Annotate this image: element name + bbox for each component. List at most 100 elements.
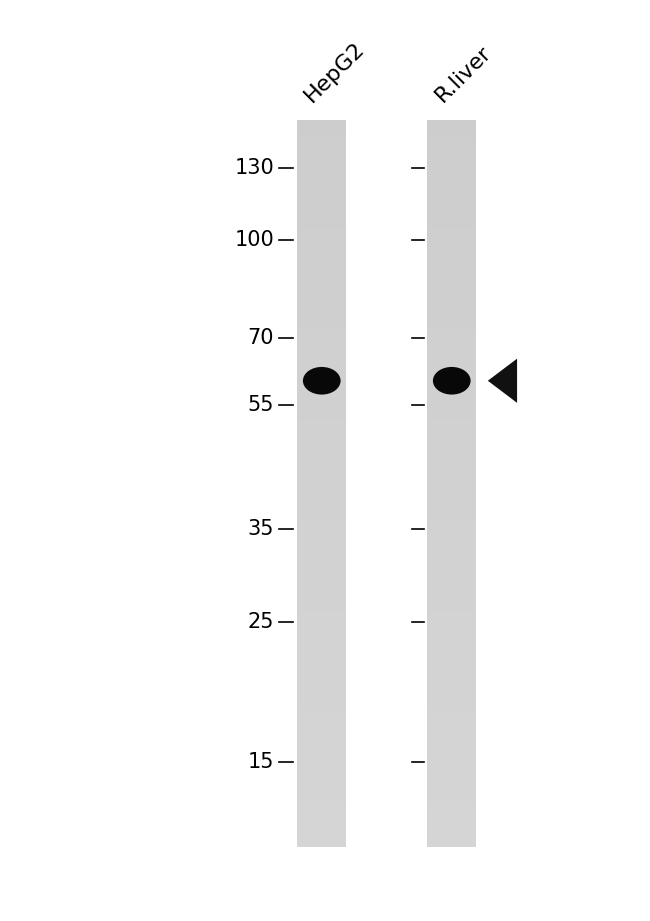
Text: 55: 55 xyxy=(248,395,274,414)
Bar xyxy=(298,183,346,192)
Bar xyxy=(298,474,346,484)
Bar xyxy=(428,765,476,775)
Bar xyxy=(428,565,476,575)
Bar xyxy=(428,120,476,129)
Bar xyxy=(428,829,476,838)
Ellipse shape xyxy=(433,367,471,394)
Bar xyxy=(428,638,476,647)
Bar xyxy=(298,265,346,274)
Bar xyxy=(428,293,476,302)
Bar xyxy=(298,465,346,474)
Bar xyxy=(428,338,476,347)
Bar xyxy=(428,502,476,511)
Bar xyxy=(428,820,476,829)
Bar xyxy=(298,502,346,511)
Text: HepG2: HepG2 xyxy=(301,38,369,106)
Text: 25: 25 xyxy=(248,612,274,632)
Bar xyxy=(298,192,346,202)
Bar xyxy=(298,356,346,366)
Bar xyxy=(428,147,476,156)
Bar xyxy=(428,511,476,519)
Bar xyxy=(428,274,476,284)
Bar xyxy=(298,493,346,502)
Bar xyxy=(428,284,476,293)
Bar xyxy=(298,156,346,165)
Bar xyxy=(428,402,476,411)
Bar xyxy=(428,647,476,657)
Bar xyxy=(428,229,476,238)
Bar xyxy=(298,293,346,302)
Bar xyxy=(298,247,346,256)
Bar xyxy=(428,265,476,274)
Bar xyxy=(298,575,346,584)
Bar xyxy=(428,211,476,220)
Bar xyxy=(428,693,476,702)
Bar xyxy=(298,366,346,375)
Bar xyxy=(428,302,476,310)
Bar xyxy=(298,556,346,565)
Bar xyxy=(428,420,476,429)
Bar xyxy=(428,484,476,493)
Text: 130: 130 xyxy=(234,158,274,178)
Bar xyxy=(298,229,346,238)
Bar xyxy=(428,519,476,529)
Bar xyxy=(298,411,346,420)
Bar xyxy=(428,620,476,629)
Bar xyxy=(298,138,346,147)
Bar xyxy=(298,310,346,320)
Bar xyxy=(298,611,346,620)
Bar xyxy=(428,220,476,229)
Bar xyxy=(428,811,476,820)
Bar xyxy=(298,802,346,811)
Bar xyxy=(298,657,346,665)
Bar xyxy=(298,302,346,310)
Text: R.liver: R.liver xyxy=(431,42,495,106)
Bar xyxy=(428,174,476,183)
Bar xyxy=(428,366,476,375)
Bar xyxy=(428,192,476,202)
Bar xyxy=(428,665,476,674)
Bar xyxy=(298,538,346,547)
Bar xyxy=(298,375,346,383)
Bar xyxy=(298,320,346,329)
Text: 35: 35 xyxy=(248,519,274,539)
Bar xyxy=(298,211,346,220)
Bar xyxy=(428,411,476,420)
Bar xyxy=(428,683,476,693)
Bar xyxy=(298,284,346,293)
Bar xyxy=(298,756,346,765)
Bar xyxy=(298,693,346,702)
Bar xyxy=(298,647,346,657)
Bar xyxy=(428,747,476,756)
Bar xyxy=(428,238,476,247)
Bar xyxy=(298,120,346,129)
Bar xyxy=(298,711,346,720)
Bar xyxy=(428,784,476,793)
Bar xyxy=(428,202,476,211)
Bar xyxy=(298,702,346,711)
Bar xyxy=(428,392,476,402)
Bar xyxy=(428,611,476,620)
Bar xyxy=(298,601,346,611)
Bar xyxy=(298,720,346,729)
Bar xyxy=(298,665,346,674)
Bar xyxy=(298,347,346,356)
Bar xyxy=(298,274,346,284)
Bar xyxy=(298,383,346,392)
Polygon shape xyxy=(488,358,517,402)
Bar xyxy=(298,484,346,493)
Bar xyxy=(428,593,476,601)
Bar xyxy=(428,256,476,265)
Bar xyxy=(428,720,476,729)
Bar xyxy=(428,247,476,256)
Bar xyxy=(298,519,346,529)
Bar xyxy=(428,474,476,484)
Bar xyxy=(298,620,346,629)
Bar xyxy=(428,356,476,366)
Bar xyxy=(428,156,476,165)
Bar xyxy=(298,511,346,519)
Bar xyxy=(428,456,476,465)
Bar xyxy=(428,429,476,438)
Bar xyxy=(298,739,346,747)
Bar xyxy=(428,138,476,147)
